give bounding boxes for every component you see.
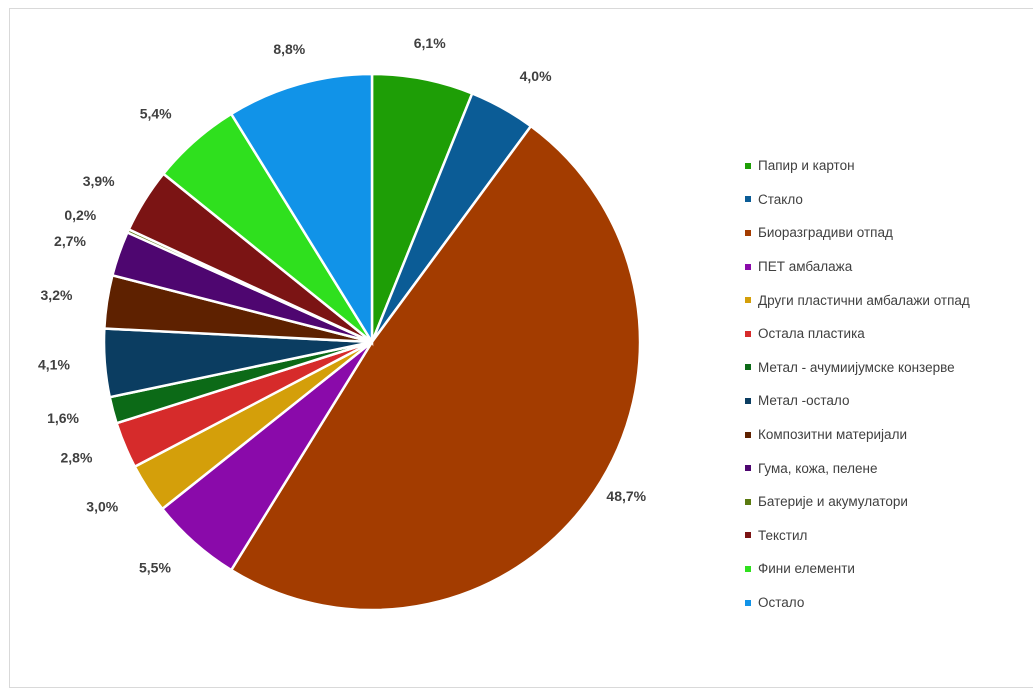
legend-label: Гума, кожа, пелене <box>758 460 878 476</box>
legend-label: Текстил <box>758 527 808 543</box>
data-label: 0,2% <box>64 207 96 223</box>
data-label: 5,4% <box>140 105 172 121</box>
legend-swatch <box>745 196 751 203</box>
legend-swatch <box>745 532 751 539</box>
legend-label: Метал - ачумиијумске конзерве <box>758 359 955 375</box>
data-label: 48,7% <box>606 488 646 504</box>
data-label: 4,0% <box>520 68 552 84</box>
legend-label: ПЕТ амбалажа <box>758 259 853 275</box>
legend-swatch <box>745 297 751 304</box>
legend-item: Гума, кожа, пелене <box>745 451 1033 485</box>
data-label: 3,2% <box>41 287 73 303</box>
legend-item: Текстил <box>745 519 1033 553</box>
legend-swatch <box>745 565 751 572</box>
pie-slices <box>102 72 642 612</box>
legend-item: ПЕТ амбалажа <box>745 250 1033 284</box>
legend-swatch <box>745 330 751 337</box>
legend-label: Други пластични амбалажи отпад <box>758 292 970 308</box>
data-label: 8,8% <box>273 41 305 57</box>
legend-item: Фини елементи <box>745 552 1033 586</box>
pie-slice <box>229 72 374 347</box>
legend-item: Биоразградиви отпад <box>745 216 1033 250</box>
legend-label: Остало <box>758 595 805 611</box>
data-label: 5,5% <box>139 559 171 575</box>
pie-data-labels: 6,1% 4,0% 48,7% 5,5% 3,0% 2,8% 1,6% 4,1% 3,2% 2,7… <box>38 35 647 575</box>
pie-chart: 6,1% 4,0% 48,7% 5,5% 3,0% 2,8% 1,6% 4,1% 3,2% 2,7… <box>38 35 647 612</box>
legend-item: Батерије и акумулатори <box>745 485 1033 519</box>
legend-item: Композитни материјали <box>745 418 1033 452</box>
legend-label: Фини елементи <box>758 561 855 577</box>
legend-item: Остала пластика <box>745 317 1033 351</box>
legend: Папир и картон Стакло Биоразградиви отпад П… <box>745 149 1033 619</box>
data-label: 3,9% <box>83 173 115 189</box>
legend-swatch <box>745 397 751 404</box>
data-label: 4,1% <box>38 356 70 372</box>
legend-label: Папир и картон <box>758 158 855 174</box>
legend-label: Батерије и акумулатори <box>758 494 908 510</box>
pie-slice <box>229 124 642 612</box>
data-label: 2,7% <box>54 233 86 249</box>
legend-label: Композитни материјали <box>758 427 907 443</box>
data-label: 1,6% <box>47 410 79 426</box>
legend-swatch <box>745 364 751 371</box>
legend-swatch <box>745 431 751 438</box>
legend-item: Метал - ачумиијумске конзерве <box>745 351 1033 385</box>
data-label: 6,1% <box>414 35 446 51</box>
legend-swatch <box>745 162 751 169</box>
legend-item: Стакло <box>745 183 1033 217</box>
legend-item: Метал -остало <box>745 384 1033 418</box>
legend-item: Остало <box>745 586 1033 620</box>
legend-label: Стакло <box>758 191 803 207</box>
data-label: 2,8% <box>61 450 93 466</box>
chart-area: 6,1% 4,0% 48,7% 5,5% 3,0% 2,8% 1,6% 4,1% 3,2% 2,7… <box>9 8 1033 688</box>
legend-swatch <box>745 599 751 606</box>
legend-swatch <box>745 263 751 270</box>
legend-item: Папир и картон <box>745 149 1033 183</box>
data-label: 3,0% <box>86 498 118 514</box>
legend-label: Метал -остало <box>758 393 850 409</box>
legend-swatch <box>745 498 751 505</box>
legend-item: Други пластични амбалажи отпад <box>745 283 1033 317</box>
legend-swatch <box>745 229 751 236</box>
legend-label: Остала пластика <box>758 326 865 342</box>
legend-label: Биоразградиви отпад <box>758 225 893 241</box>
legend-swatch <box>745 465 751 472</box>
